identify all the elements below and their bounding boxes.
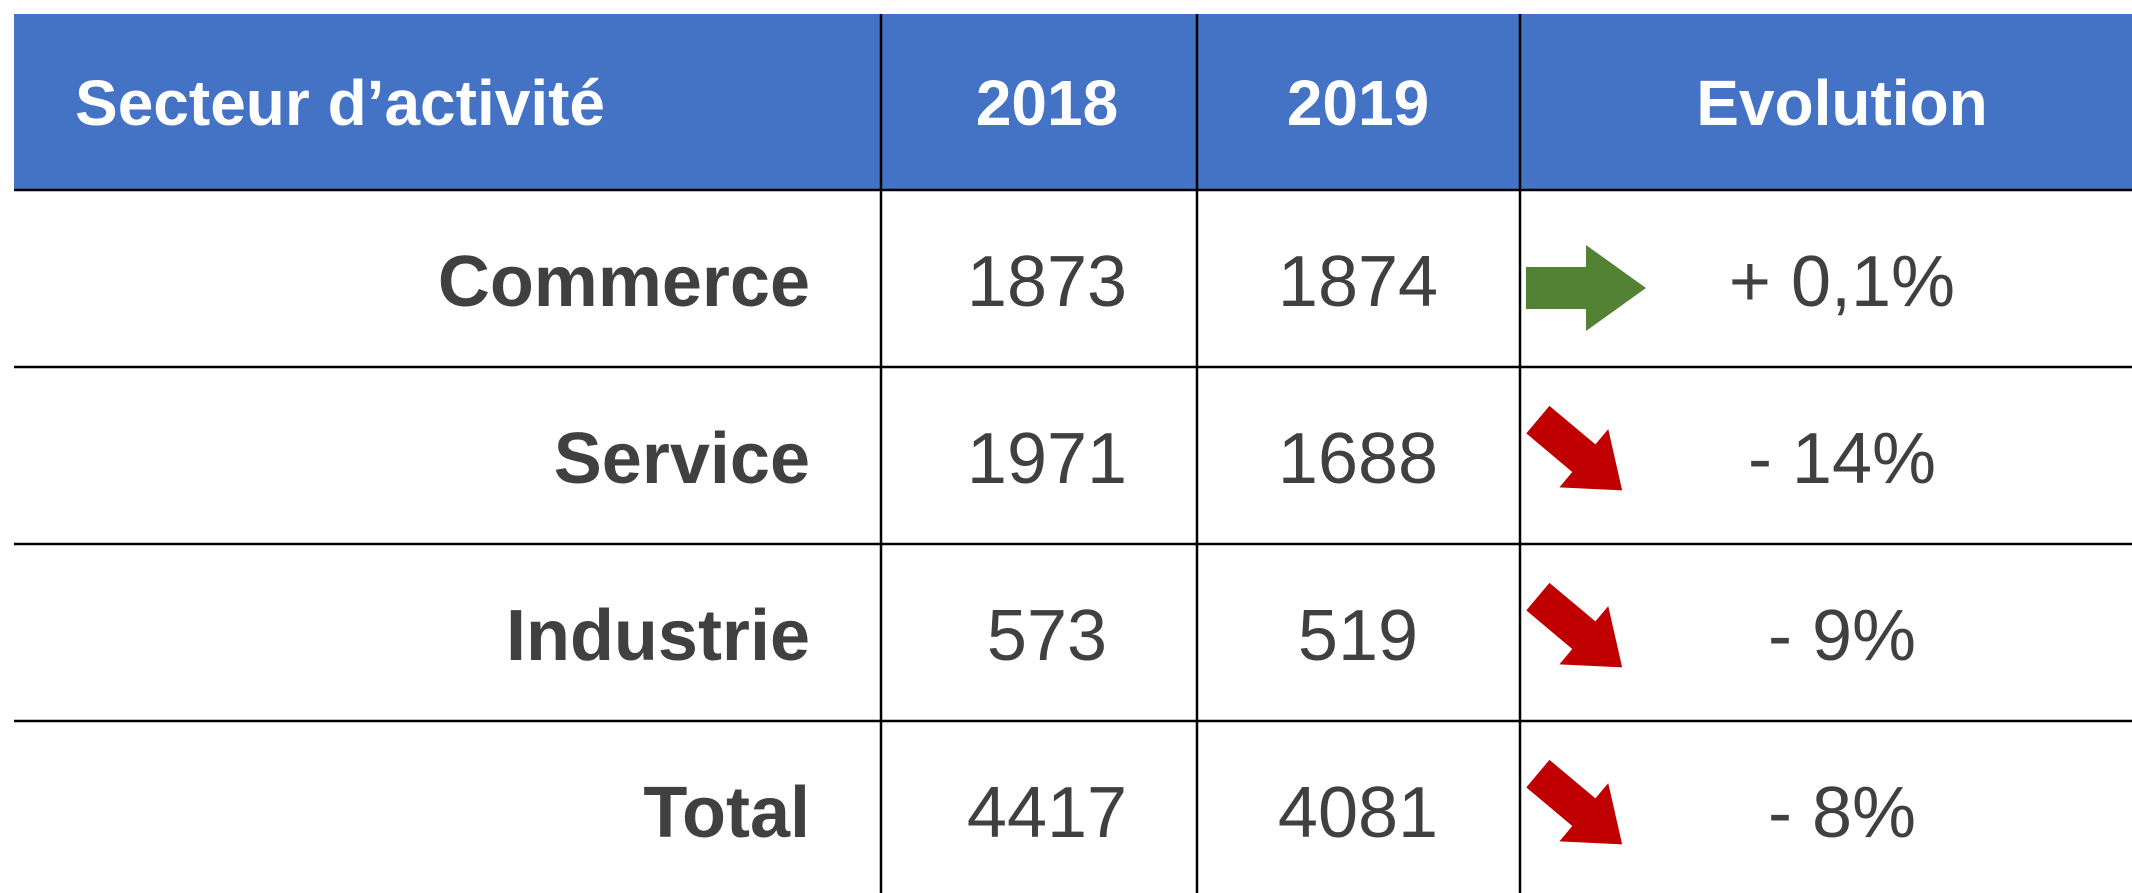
header-background	[14, 14, 2132, 190]
cell: - 9%	[1768, 596, 1916, 676]
cell: 1874	[1278, 242, 1438, 322]
cell: - 8%	[1768, 773, 1916, 853]
cell: 1688	[1278, 419, 1438, 499]
arrow-down	[1526, 582, 1623, 668]
row-label: Industrie	[506, 596, 810, 676]
header-cell: 2019	[1287, 67, 1429, 139]
cell: 4417	[967, 773, 1127, 853]
arrow-down	[1526, 405, 1623, 491]
cell: - 14%	[1748, 419, 1936, 499]
cell: 1873	[967, 242, 1127, 322]
arrows	[1526, 245, 1646, 845]
header-cell: Evolution	[1696, 67, 1988, 139]
arrow-down	[1526, 759, 1623, 845]
row-label: Service	[554, 419, 810, 499]
cell: 519	[1298, 596, 1418, 676]
row-label: Commerce	[438, 242, 810, 322]
grid	[14, 14, 2132, 893]
row-label: Total	[643, 773, 810, 853]
cell: + 0,1%	[1729, 242, 1955, 322]
arrow-up	[1526, 245, 1646, 331]
cell: 573	[987, 596, 1107, 676]
cell: 1971	[967, 419, 1127, 499]
header-cell: 2018	[976, 67, 1118, 139]
cell: 4081	[1278, 773, 1438, 853]
header-cell: Secteur d’activité	[75, 67, 605, 139]
